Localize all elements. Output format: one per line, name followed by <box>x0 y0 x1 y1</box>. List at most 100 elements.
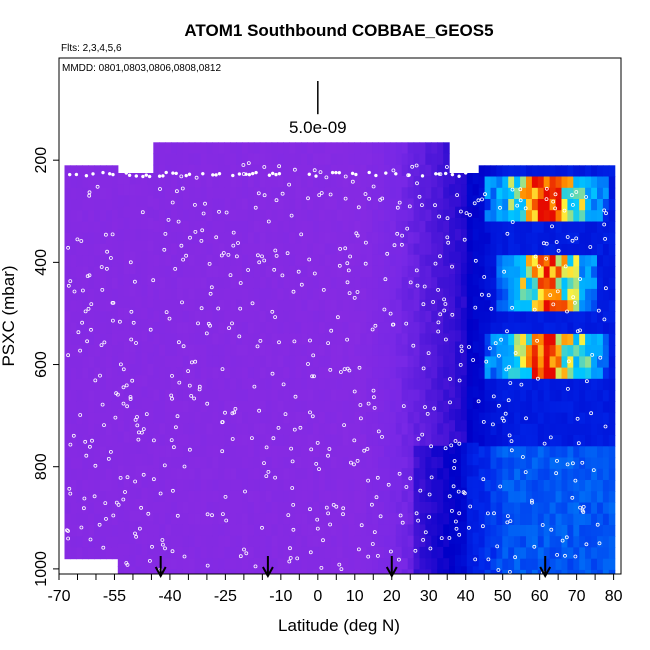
heatmap-cell <box>555 221 563 234</box>
heatmap-cell <box>585 333 592 346</box>
sample-point <box>186 369 191 374</box>
sample-point <box>416 436 421 441</box>
heatmap-cell <box>88 491 95 503</box>
heatmap-cell <box>526 525 533 537</box>
heatmap-cell <box>514 446 521 459</box>
heatmap-cell <box>313 535 320 548</box>
heatmap-cell <box>431 479 438 492</box>
heatmap-cell <box>514 569 521 574</box>
heatmap-cell <box>76 412 83 425</box>
heatmap-cell <box>389 299 397 312</box>
sample-point <box>373 323 378 328</box>
heatmap-cell <box>265 176 273 188</box>
heatmap-cell <box>425 502 432 514</box>
heatmap-cell <box>206 355 213 368</box>
heatmap-cell <box>508 187 515 200</box>
heatmap-cell <box>561 547 568 560</box>
heatmap-cell <box>271 367 279 379</box>
heatmap-cell <box>117 240 125 253</box>
sample-point <box>321 287 326 292</box>
heatmap-cell <box>230 535 237 548</box>
sample-point <box>66 283 71 288</box>
heatmap-cell <box>526 165 533 178</box>
heatmap-cell <box>466 341 474 354</box>
heatmap-cell <box>431 389 438 402</box>
heatmap-cell <box>384 502 391 514</box>
heatmap-cell <box>253 209 261 222</box>
heatmap-cell <box>372 277 379 289</box>
heatmap-cell <box>591 333 598 346</box>
heatmap-cell <box>129 184 137 196</box>
heatmap-cell <box>531 468 539 481</box>
heatmap-cell <box>88 525 95 537</box>
heatmap-cell <box>472 409 480 421</box>
heatmap-cell <box>490 311 497 324</box>
heatmap-cell <box>283 164 290 177</box>
sample-point <box>296 269 301 274</box>
heatmap-cell <box>372 546 379 559</box>
heatmap-cell <box>147 532 154 545</box>
heatmap-cell <box>318 209 326 222</box>
heatmap-cell <box>496 502 503 515</box>
heatmap-cell <box>579 457 586 470</box>
heatmap-cell <box>502 199 509 211</box>
heatmap-cell <box>94 165 101 178</box>
heatmap-cell <box>188 513 196 525</box>
heatmap-cell <box>247 142 255 155</box>
heatmap-cell <box>330 558 338 570</box>
heatmap-cell <box>449 431 456 444</box>
heatmap-cell <box>336 569 344 574</box>
heatmap-cell <box>153 389 160 402</box>
heatmap-cell <box>188 378 196 391</box>
sample-point <box>97 522 102 527</box>
heatmap-cell <box>182 333 190 346</box>
heatmap-cell <box>324 198 332 211</box>
heatmap-cell <box>135 409 142 421</box>
heatmap-cell <box>543 480 551 492</box>
heatmap-cell <box>608 300 616 312</box>
heatmap-cell <box>449 543 456 556</box>
sample-point <box>158 187 162 191</box>
heatmap-cell <box>342 468 350 480</box>
heatmap-cell <box>253 546 261 559</box>
heatmap-cell <box>295 243 302 256</box>
heatmap-cell <box>313 558 320 570</box>
sample-point <box>187 172 192 177</box>
heatmap-cell <box>431 265 438 278</box>
heatmap-cell <box>153 355 160 368</box>
heatmap-cell <box>372 479 379 492</box>
sample-point <box>250 171 255 176</box>
heatmap-cell <box>549 345 557 357</box>
heatmap-cell <box>531 311 539 324</box>
heatmap-cell <box>366 299 373 312</box>
heatmap-cell <box>182 367 190 379</box>
heatmap-cell <box>259 344 267 357</box>
heatmap-cell <box>324 288 332 301</box>
sample-point <box>597 541 602 546</box>
sample-point <box>147 559 152 563</box>
heatmap-cell <box>200 232 208 244</box>
heatmap-cell <box>123 397 131 410</box>
heatmap-cell <box>360 333 367 346</box>
heatmap-cell <box>153 457 160 469</box>
sample-point <box>487 346 492 351</box>
sample-point <box>103 501 108 506</box>
heatmap-cell <box>401 221 409 233</box>
heatmap-cell <box>585 345 592 357</box>
heatmap-cell <box>265 535 273 548</box>
heatmap-cell <box>384 378 391 391</box>
heatmap-cell <box>520 221 527 234</box>
heatmap-cell <box>100 480 107 492</box>
heatmap-cell <box>88 378 95 391</box>
heatmap-cell <box>407 378 415 391</box>
heatmap-cell <box>159 209 166 222</box>
heatmap-cell <box>188 524 196 537</box>
heatmap-cell <box>182 243 190 256</box>
heatmap-cell <box>478 277 486 290</box>
heatmap-cell <box>449 206 456 219</box>
heatmap-cell <box>206 558 213 570</box>
heatmap-cell <box>561 502 568 515</box>
heatmap-cell <box>579 491 586 503</box>
sample-point <box>291 527 296 532</box>
sample-point <box>428 546 433 551</box>
